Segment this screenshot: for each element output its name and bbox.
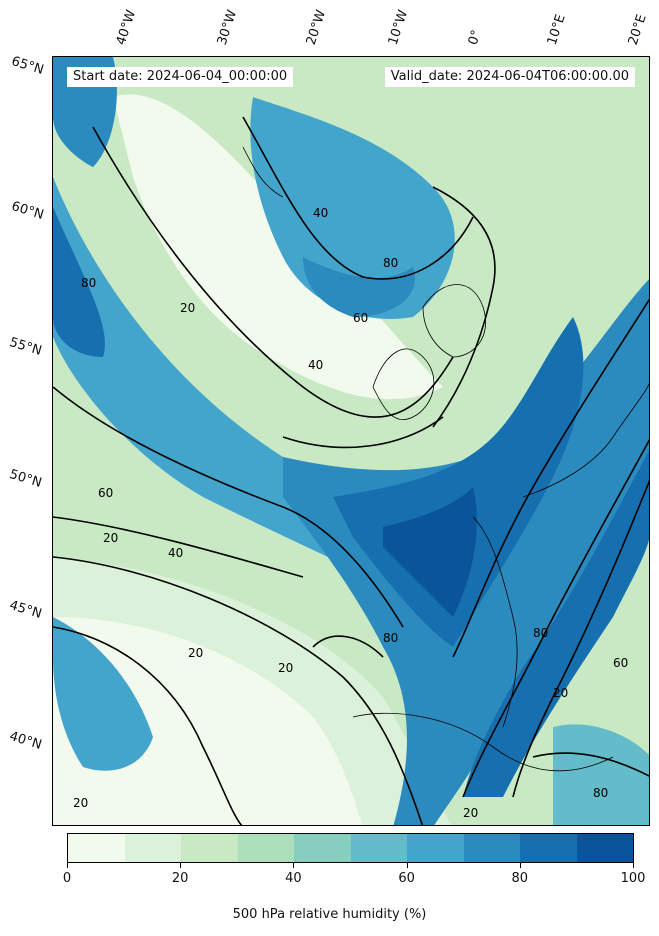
lon-label-10e: 10°E [544,12,569,48]
contour-label-20c: 20 [188,646,203,660]
lat-label-50n: 50°N [7,467,44,491]
colorbar-tick [67,863,68,868]
contour-label-40b: 40 [168,546,183,560]
colorbar-segment [237,834,294,862]
contour-label-40c: 40 [313,206,328,220]
contour-label-80e: 80 [593,786,608,800]
lat-label-60n: 60°N [9,199,46,223]
colorbar-tick-label: 100 [620,871,646,886]
moist-region-southwest [53,617,153,771]
lat-label-55n: 55°N [7,335,44,359]
contour-label-80c: 80 [383,256,398,270]
contour-label-80b: 80 [383,631,398,645]
colorbar-segment [124,834,181,862]
valid-date-label: Valid_date: 2024-06-04T06:00:00.00 [384,67,635,87]
contour-label-60: 60 [353,311,368,325]
contour-label-20d: 20 [278,661,293,675]
contour-label-20b: 20 [103,531,118,545]
lat-label-40n: 40°N [7,729,44,753]
colorbar-tick-label: 40 [285,871,302,886]
map-panel: 20 40 60 80 20 40 60 80 20 20 40 80 20 8… [52,56,650,826]
moist-core-north [303,257,415,317]
colorbar-tick-label: 80 [511,871,529,886]
contour-label-20: 20 [180,301,195,315]
lat-label-65n: 65°N [9,54,46,78]
colorbar-tick-label: 0 [62,871,72,886]
contour-label-20g: 20 [73,796,88,810]
colorbar-tick-label: 20 [171,871,189,886]
contour-label-80d: 80 [533,626,548,640]
contour-label-20e: 20 [553,686,568,700]
lon-label-30w: 30°W [214,8,241,47]
lon-label-0: 0° [465,28,485,47]
moist-core-west [53,207,105,357]
contour-label-60b: 60 [98,486,113,500]
colorbar-segment [576,834,633,862]
colorbar-segment [181,834,238,862]
moist-region-southeast [553,724,649,825]
moist-core-central-dark [383,487,477,617]
colorbar [67,833,634,863]
lat-label-45n: 45°N [7,598,44,622]
colorbar-tick [293,863,295,868]
contour-lines [53,116,649,825]
contour-label-20f: 20 [463,806,478,820]
moist-region-north [250,97,455,319]
dry-region-south-inner [53,617,363,825]
moist-core-central [333,317,584,647]
dry-tongue-region [113,94,443,400]
contour-label-80: 80 [81,276,96,290]
contour-label-40: 40 [308,358,323,372]
colorbar-segment [350,834,407,862]
colorbar-title: 500 hPa relative humidity (%) [232,907,427,922]
lon-label-20e: 20°E [625,12,650,48]
colorbar-tick [406,863,408,868]
start-date-label: Start date: 2024-06-04_00:00:00 [67,67,294,87]
colorbar-segment [407,834,464,862]
lon-label-10w: 10°W [385,8,412,47]
colorbar-segment [520,834,577,862]
colorbar-tick-label: 60 [398,871,415,886]
coastlines [242,146,649,772]
contour-label-60c: 60 [613,656,628,670]
colorbar-segment [294,834,351,862]
colorbar-tick [519,863,521,868]
moist-band-east [463,450,649,797]
humidity-field-map: 20 40 60 80 20 40 60 80 20 20 40 80 20 8… [53,57,649,825]
colorbar-segment [68,834,125,862]
lon-label-20w: 20°W [303,8,330,47]
contour-label-group: 20 40 60 80 20 40 60 80 20 20 40 80 20 8… [73,206,628,820]
colorbar-tick [180,863,182,868]
colorbar-segment [463,834,520,862]
colorbar-tick [633,863,634,868]
lon-label-40w: 40°W [113,8,140,47]
